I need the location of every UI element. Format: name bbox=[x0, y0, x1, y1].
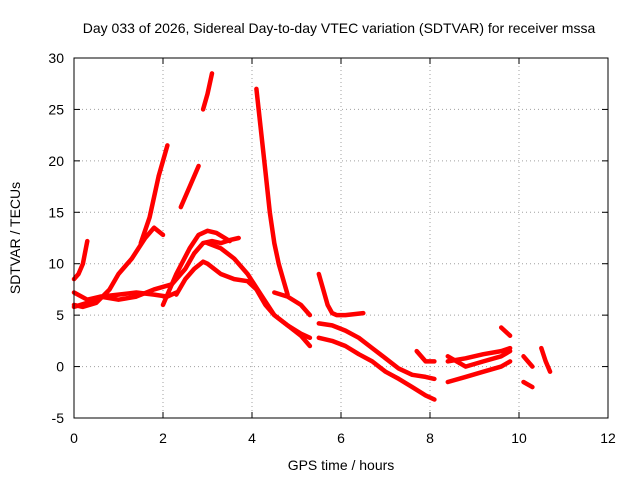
y-tick-label: 15 bbox=[48, 204, 64, 220]
series-line bbox=[71, 238, 90, 282]
grid-lines bbox=[74, 58, 608, 418]
series-line bbox=[414, 348, 437, 364]
y-tick-label: 25 bbox=[48, 101, 64, 117]
series-line bbox=[316, 321, 437, 382]
series-line bbox=[174, 259, 313, 349]
x-axis-label: GPS time / hours bbox=[288, 457, 395, 473]
series-line bbox=[498, 325, 513, 338]
series-line bbox=[71, 225, 166, 310]
series-line bbox=[138, 143, 170, 246]
series-layer bbox=[71, 71, 553, 402]
x-tick-label: 6 bbox=[337, 430, 345, 446]
series-line bbox=[71, 235, 241, 310]
series-line bbox=[160, 228, 233, 308]
y-tick-label: 5 bbox=[56, 307, 64, 323]
y-tick-label: 30 bbox=[48, 50, 64, 66]
x-tick-label: 0 bbox=[70, 430, 78, 446]
x-tick-label: 4 bbox=[248, 430, 256, 446]
chart-title: Day 033 of 2026, Sidereal Day-to-day VTE… bbox=[83, 20, 596, 36]
y-tick-label: 20 bbox=[48, 153, 64, 169]
series-line bbox=[539, 345, 553, 374]
plot-frame bbox=[73, 57, 609, 419]
series-line bbox=[200, 71, 215, 112]
series-line bbox=[205, 240, 313, 341]
y-tick-label: 0 bbox=[56, 359, 64, 375]
series-line bbox=[272, 290, 313, 318]
x-tick-label: 12 bbox=[600, 430, 616, 446]
series-line bbox=[521, 354, 535, 369]
y-axis-label: SDTVAR / TECUs bbox=[7, 182, 23, 294]
series-line bbox=[521, 379, 535, 390]
x-tick-label: 2 bbox=[159, 430, 167, 446]
series-line bbox=[178, 163, 201, 210]
series-line bbox=[445, 345, 513, 364]
x-tick-label: 8 bbox=[426, 430, 434, 446]
series-line bbox=[254, 86, 290, 297]
series-line bbox=[445, 348, 513, 369]
x-tick-label: 10 bbox=[511, 430, 527, 446]
series-line bbox=[445, 359, 513, 385]
y-tick-label: -5 bbox=[52, 410, 65, 426]
series-line bbox=[316, 271, 366, 318]
axis-ticks: 0 2 4 6 8 10 12 -5 0 5 10 15 20 25 30 bbox=[48, 50, 616, 446]
series-line bbox=[316, 335, 437, 402]
y-tick-label: 10 bbox=[48, 256, 64, 272]
